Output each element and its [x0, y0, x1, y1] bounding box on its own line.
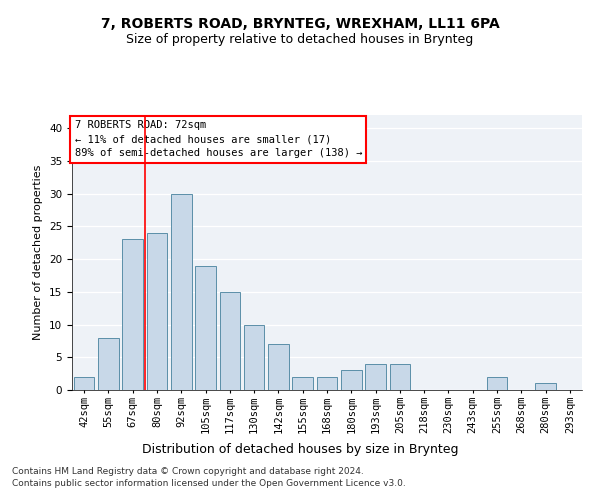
Bar [268, 344, 289, 390]
Y-axis label: Number of detached properties: Number of detached properties [34, 165, 43, 340]
Bar [244, 324, 265, 390]
Bar [98, 338, 119, 390]
Bar [365, 364, 386, 390]
Bar [122, 240, 143, 390]
Bar [317, 377, 337, 390]
Bar [146, 233, 167, 390]
Text: Size of property relative to detached houses in Brynteg: Size of property relative to detached ho… [127, 32, 473, 46]
Text: 7 ROBERTS ROAD: 72sqm
← 11% of detached houses are smaller (17)
89% of semi-deta: 7 ROBERTS ROAD: 72sqm ← 11% of detached … [74, 120, 362, 158]
Bar [389, 364, 410, 390]
Bar [220, 292, 240, 390]
Text: Contains public sector information licensed under the Open Government Licence v3: Contains public sector information licen… [12, 478, 406, 488]
Bar [292, 377, 313, 390]
Text: 7, ROBERTS ROAD, BRYNTEG, WREXHAM, LL11 6PA: 7, ROBERTS ROAD, BRYNTEG, WREXHAM, LL11 … [101, 18, 499, 32]
Bar [74, 377, 94, 390]
Bar [487, 377, 508, 390]
Bar [535, 384, 556, 390]
Text: Distribution of detached houses by size in Brynteg: Distribution of detached houses by size … [142, 442, 458, 456]
Bar [195, 266, 216, 390]
Text: Contains HM Land Registry data © Crown copyright and database right 2024.: Contains HM Land Registry data © Crown c… [12, 467, 364, 476]
Bar [171, 194, 191, 390]
Bar [341, 370, 362, 390]
